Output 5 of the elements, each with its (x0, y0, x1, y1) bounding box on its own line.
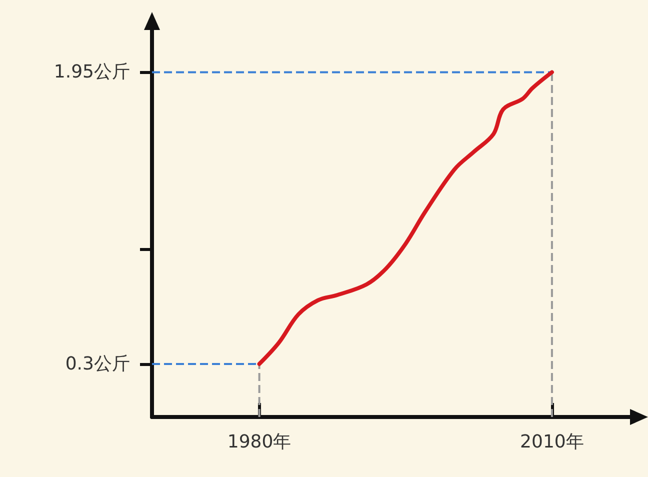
y-tick-label: 1.95公斤 (54, 62, 130, 83)
x-tick-label: 1980年 (227, 432, 292, 452)
line-series (257, 70, 554, 366)
y-tick-label: 0.3公斤 (65, 353, 130, 374)
x-tick-label: 2010年 (520, 432, 584, 452)
